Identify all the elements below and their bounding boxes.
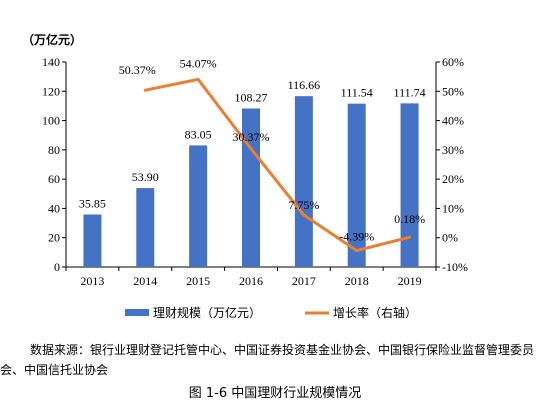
- line-point: [408, 235, 412, 239]
- right-tick-label: 0%: [442, 231, 458, 245]
- left-tick-label: 120: [42, 84, 60, 98]
- bar-data-label: 111.74: [394, 85, 426, 99]
- plot-area: 0 20 40 60 80 100 120 140 -10% 0% 10% 20% 30% 40% 50% 6…: [42, 55, 468, 288]
- x-tick-label: 2013: [80, 274, 104, 288]
- line-data-label: 0.18%: [394, 212, 425, 226]
- line-point: [355, 249, 359, 253]
- bar-data-label: 108.27: [235, 90, 268, 104]
- legend-label-line: 增长率（右轴）: [333, 305, 417, 320]
- left-tick-label: 0: [54, 260, 60, 274]
- bar: [400, 103, 419, 268]
- left-tick-label: 140: [42, 55, 60, 69]
- x-tick-label: 2016: [239, 274, 263, 288]
- bar-data-label: 83.05: [185, 127, 212, 141]
- bar: [189, 145, 208, 267]
- left-tick-label: 60: [48, 172, 60, 186]
- right-tick-label: 30%: [442, 143, 464, 157]
- right-tick-label: 50%: [442, 84, 464, 98]
- line-data-label: 50.37%: [119, 63, 156, 77]
- bar-data-label: 116.66: [288, 78, 321, 92]
- line-point: [196, 77, 200, 81]
- right-tick-label: 20%: [442, 172, 464, 186]
- line-data-label: 7.75%: [288, 198, 319, 212]
- figure-caption: 图 1-6 中国理财行业规模情况: [188, 386, 362, 401]
- line-data-label: 30.37%: [233, 130, 270, 144]
- left-tick-label: 40: [48, 201, 60, 215]
- bar: [242, 108, 260, 267]
- right-tick-label: 40%: [442, 114, 464, 128]
- left-axis-unit: （万亿元）: [22, 32, 82, 47]
- right-tick-label: -10%: [442, 260, 468, 274]
- legend-swatch-bars: [125, 309, 149, 316]
- growth-line: [144, 77, 410, 253]
- x-tick-label: 2018: [345, 274, 369, 288]
- left-tick-label: 80: [48, 143, 60, 157]
- bar: [294, 96, 313, 268]
- line-point: [302, 213, 306, 217]
- bar: [136, 188, 155, 267]
- chart: （万亿元） 0 20 40 60 80 100 120 140 -10% 0% 10% 20% 30% 4…: [22, 32, 468, 320]
- left-tick-label: 20: [48, 231, 60, 245]
- line-data-label: 54.07%: [180, 56, 217, 70]
- bar-data-label: 111.54: [341, 86, 373, 100]
- left-tick-label: 100: [42, 114, 60, 128]
- bar: [347, 103, 366, 267]
- data-source-note: 数据来源：银行业理财登记托管中心、中国证券投资基金业协会、中国银行保险业监督管理…: [0, 343, 535, 377]
- bar: [83, 214, 102, 267]
- x-tick-label: 2015: [186, 274, 210, 288]
- right-tick-label: 10%: [442, 201, 464, 215]
- right-tick-label: 60%: [442, 55, 464, 69]
- line-point: [249, 147, 253, 151]
- legend: 理财规模（万亿元） 增长率（右轴）: [125, 305, 417, 320]
- bar-data-label: 35.85: [79, 197, 106, 211]
- x-tick-label: 2019: [398, 274, 422, 288]
- x-tick-label: 2017: [292, 274, 316, 288]
- line-data-label: -4.39%: [339, 230, 374, 244]
- legend-label-bars: 理财规模（万亿元）: [153, 305, 261, 320]
- x-tick-label: 2014: [133, 274, 157, 288]
- line-point: [143, 88, 147, 92]
- bar-data-label: 53.90: [132, 170, 159, 184]
